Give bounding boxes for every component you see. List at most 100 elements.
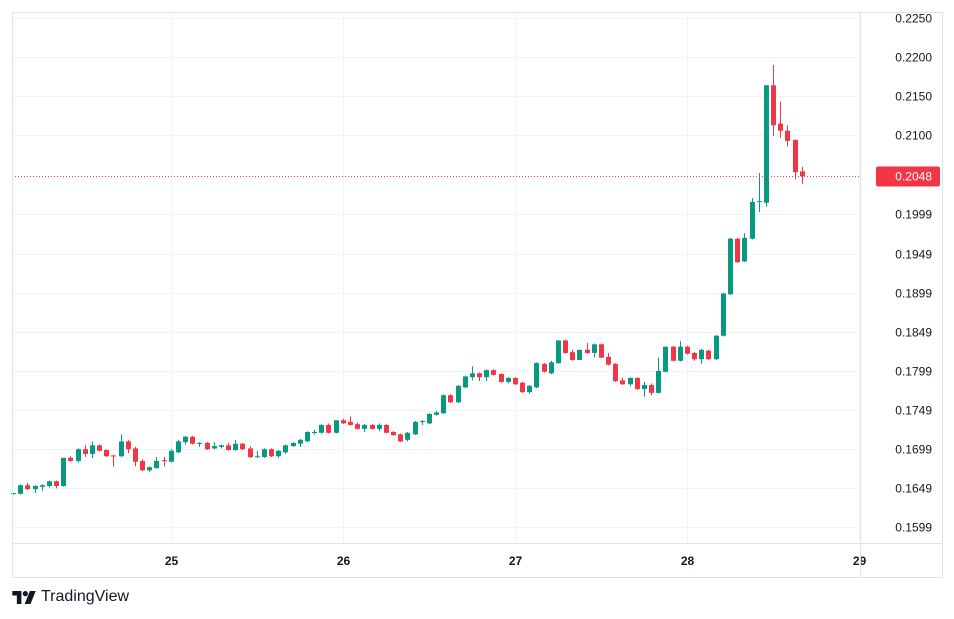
candle-down xyxy=(104,449,109,457)
last-price-badge xyxy=(876,166,940,187)
candle-down xyxy=(248,448,253,458)
candle-down xyxy=(391,431,396,436)
candle-up xyxy=(728,238,733,295)
candle-down xyxy=(585,349,590,353)
candle-up xyxy=(212,446,217,449)
tradingview-logo[interactable]: TradingView xyxy=(12,588,129,606)
candle-up xyxy=(592,344,597,353)
y-tick-label: 0.1749 xyxy=(895,404,932,418)
candle-down xyxy=(240,443,245,450)
candle-up xyxy=(119,441,124,457)
candle-down xyxy=(133,448,138,462)
candle-down xyxy=(348,421,353,425)
candle-down xyxy=(126,441,131,450)
candle-up xyxy=(76,449,81,461)
y-tick-label: 0.1599 xyxy=(895,521,932,535)
candle-down xyxy=(599,344,604,358)
candle-up xyxy=(750,201,755,239)
chart-frame xyxy=(12,12,943,578)
candle-down xyxy=(706,350,711,360)
candle-down xyxy=(499,374,504,382)
x-tick-label: 25 xyxy=(165,554,179,568)
candle-down xyxy=(491,370,496,375)
candle-down xyxy=(162,460,167,462)
candle-up xyxy=(434,412,439,415)
candle-up xyxy=(40,485,45,487)
candle-up xyxy=(291,442,296,447)
y-tick-label: 0.2200 xyxy=(895,51,932,65)
candle-up xyxy=(147,467,152,471)
candle-down xyxy=(649,385,654,393)
candle-up xyxy=(262,449,267,458)
y-tick-label: 0.1899 xyxy=(895,287,932,301)
candle-up xyxy=(33,485,38,490)
candle-up xyxy=(18,485,23,494)
candle-up xyxy=(154,460,159,468)
candle-up xyxy=(506,377,511,382)
candle-down xyxy=(83,449,88,454)
candle-up xyxy=(656,370,661,393)
candle-down xyxy=(692,352,697,360)
candle-up xyxy=(757,201,762,203)
last-price-line: 0.2048 xyxy=(12,166,940,187)
candle-down xyxy=(785,130,790,141)
y-tick-label: 0.1799 xyxy=(895,365,932,379)
candle-down xyxy=(370,424,375,429)
candle-down xyxy=(269,449,274,457)
candle-up xyxy=(312,431,317,433)
candle-down xyxy=(793,140,798,173)
candle-up xyxy=(183,436,188,443)
tradingview-logo-icon xyxy=(12,590,36,604)
candle-down xyxy=(778,123,783,131)
candle-down xyxy=(341,420,346,424)
candle-down xyxy=(54,481,59,486)
candle-down xyxy=(635,377,640,389)
candle-up xyxy=(463,376,468,388)
candle-down xyxy=(671,346,676,361)
x-tick-label: 27 xyxy=(509,554,523,568)
last-price-label: 0.2048 xyxy=(895,170,932,184)
candle-up xyxy=(678,346,683,361)
candle-down xyxy=(800,171,805,177)
candle-down xyxy=(563,340,568,353)
candle-down xyxy=(735,238,740,263)
candle-up xyxy=(276,450,281,457)
candle-down xyxy=(226,445,231,450)
candle-down xyxy=(205,442,210,450)
candle-down xyxy=(111,455,116,457)
candle-up xyxy=(527,385,532,393)
candle-down xyxy=(448,395,453,403)
candle-up xyxy=(305,431,310,442)
candle-down xyxy=(613,363,618,382)
candle-up xyxy=(219,445,224,447)
candle-up xyxy=(298,439,303,444)
y-tick-label: 0.1849 xyxy=(895,326,932,340)
candle-up xyxy=(362,424,367,429)
candle-up xyxy=(319,424,324,433)
candle-up xyxy=(577,349,582,360)
time-axis[interactable]: 25 26 27 28 29 xyxy=(165,554,867,568)
candle-up xyxy=(721,293,726,336)
candle-down xyxy=(68,457,73,461)
candle-down xyxy=(620,380,625,385)
candle-down xyxy=(542,363,547,372)
candle-down xyxy=(140,460,145,471)
candle-up xyxy=(470,373,475,378)
candle-down xyxy=(685,346,690,354)
candle-up xyxy=(197,442,202,444)
x-tick-label: 29 xyxy=(853,554,867,568)
y-tick-label: 0.2150 xyxy=(895,90,932,104)
y-tick-label: 0.2250 xyxy=(895,12,932,26)
candle-up xyxy=(628,377,633,385)
candle-up xyxy=(714,335,719,360)
y-tick-label: 0.1949 xyxy=(895,248,932,262)
candle-down xyxy=(513,377,518,385)
candle-up xyxy=(534,363,539,388)
price-axis[interactable]: 0.2250 0.2200 0.2150 0.2100 0.1999 0.1949 0.18… xyxy=(895,12,932,535)
candle-down xyxy=(477,373,482,378)
candle-down xyxy=(25,485,30,490)
outer-frame xyxy=(12,12,943,578)
candle-up xyxy=(334,420,339,433)
y-tick-label: 0.1999 xyxy=(895,208,932,222)
